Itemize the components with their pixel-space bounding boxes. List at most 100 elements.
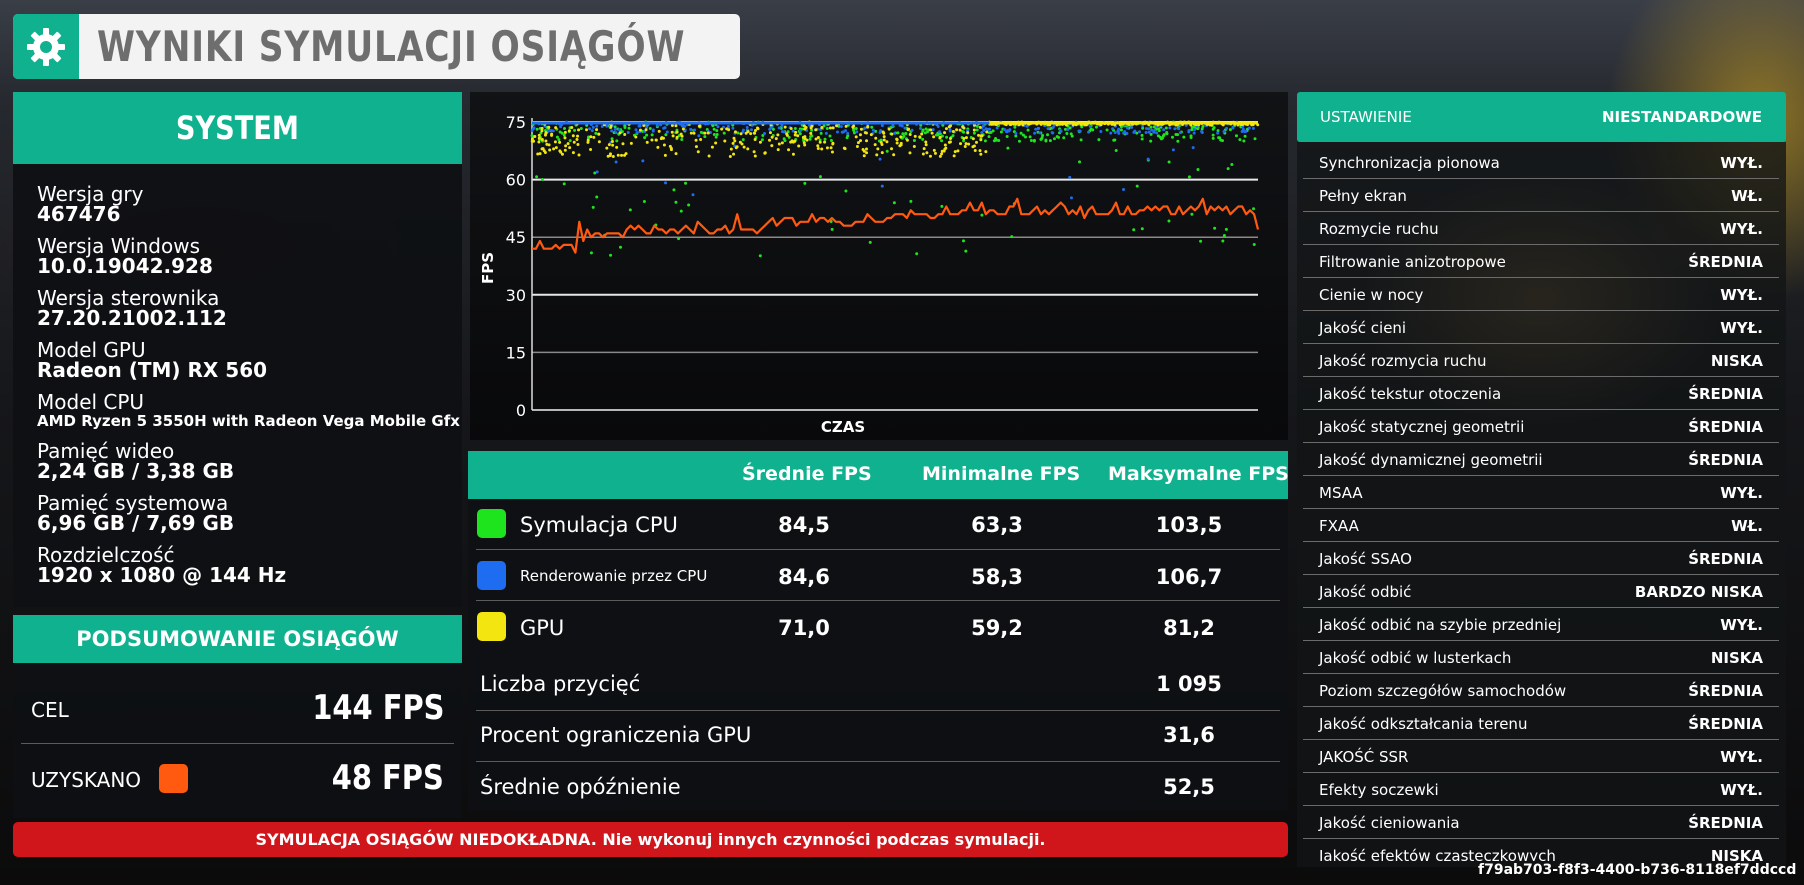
achieved-label: UZYSKANO	[31, 768, 142, 792]
windows-version-label: Wersja Windows	[37, 234, 200, 258]
setting-label: FXAA	[1319, 517, 1359, 535]
scatter-point	[642, 123, 646, 127]
scatter-point	[854, 135, 858, 139]
game-version-label: Wersja gry	[37, 182, 144, 206]
scatter-point	[641, 159, 645, 163]
scatter-point	[752, 150, 756, 154]
setting-row: Jakość odbić BARDZO NISKA	[1303, 575, 1779, 608]
scatter-point	[1114, 148, 1118, 152]
scatter-point	[664, 181, 668, 185]
cpu-model-label: Model CPU	[37, 390, 145, 414]
scatter-point	[617, 128, 621, 132]
scatter-point	[1135, 131, 1139, 135]
scatter-point	[621, 142, 625, 146]
scatter-point	[1078, 160, 1082, 164]
scatter-point	[594, 131, 598, 135]
scatter-point	[741, 138, 745, 142]
scatter-point	[1109, 131, 1113, 135]
scatter-point	[1213, 226, 1217, 230]
setting-value: WŁ.	[1731, 517, 1763, 535]
scatter-point	[1190, 212, 1194, 216]
scatter-point	[1253, 137, 1257, 141]
scatter-point	[697, 134, 701, 138]
scatter-point	[963, 145, 967, 149]
windows-version-value: 10.0.19042.928	[37, 254, 213, 278]
scatter-point	[670, 123, 674, 127]
scatter-point	[591, 205, 595, 209]
scatter-point	[962, 126, 966, 130]
scatter-point	[887, 127, 891, 131]
scatter-point	[553, 140, 557, 144]
cpu-render-min: 58,3	[971, 565, 1023, 589]
scatter-point	[1241, 129, 1245, 133]
summary-divider	[21, 743, 454, 744]
scatter-point	[988, 127, 992, 131]
gpu-label: GPU	[520, 616, 565, 640]
scatter-point	[971, 137, 975, 141]
scatter-point	[1026, 128, 1030, 132]
scatter-point	[1005, 130, 1009, 134]
cpu-simulation-label: Symulacja CPU	[520, 513, 678, 537]
setting-value: NISKA	[1710, 352, 1763, 370]
setting-value: WYŁ.	[1720, 616, 1763, 634]
scatter-point	[895, 141, 899, 145]
scatter-point	[974, 140, 978, 144]
y-tick-label: 75	[506, 113, 526, 132]
scatter-point	[1251, 126, 1255, 130]
target-label: CEL	[31, 698, 69, 722]
scatter-point	[852, 124, 856, 128]
scatter-point	[1066, 127, 1070, 131]
setting-row: Jakość tekstur otoczenia ŚREDNIA	[1303, 377, 1779, 410]
scatter-point	[595, 128, 599, 132]
scatter-point	[712, 132, 716, 136]
scatter-point	[1190, 125, 1194, 129]
cpu-render-swatch	[477, 561, 506, 590]
scatter-point	[586, 138, 590, 142]
gpu-avg: 71,0	[778, 616, 830, 640]
scatter-point	[777, 142, 781, 146]
scatter-point	[790, 139, 794, 143]
scatter-point	[1013, 125, 1017, 129]
scatter-point	[842, 146, 846, 150]
scatter-point	[933, 151, 937, 155]
scatter-point	[803, 181, 807, 185]
scatter-point	[936, 125, 940, 129]
scatter-point	[662, 143, 666, 147]
scatter-point	[654, 138, 658, 142]
scatter-point	[1021, 133, 1025, 137]
scatter-point	[1111, 127, 1115, 131]
scatter-point	[579, 126, 583, 130]
gpu-max: 81,2	[1163, 616, 1215, 640]
scatter-point	[1006, 146, 1010, 150]
scatter-point	[931, 128, 935, 132]
scatter-point	[600, 124, 604, 128]
scatter-point	[595, 195, 599, 199]
scatter-point	[660, 136, 664, 140]
scatter-point	[755, 126, 759, 130]
scatter-point	[714, 141, 718, 145]
scatter-point	[650, 133, 654, 137]
scatter-point	[645, 125, 649, 129]
setting-value: ŚREDNIA	[1688, 418, 1763, 436]
scatter-point	[875, 153, 879, 157]
scatter-point	[677, 237, 681, 241]
scatter-point	[715, 129, 719, 133]
scatter-point	[1192, 131, 1196, 135]
setting-value: ŚREDNIA	[1688, 715, 1763, 733]
scatter-point	[915, 252, 919, 256]
scatter-point	[1038, 131, 1042, 135]
scatter-point	[859, 139, 863, 143]
scatter-point	[1150, 128, 1154, 132]
scatter-point	[699, 137, 703, 141]
scatter-point	[923, 131, 927, 135]
scatter-point	[918, 135, 922, 139]
scatter-point	[542, 149, 546, 153]
scatter-point	[552, 147, 556, 151]
scatter-point	[568, 146, 572, 150]
scatter-point	[1225, 126, 1229, 130]
scatter-point	[953, 150, 957, 154]
setting-row: Jakość efektów cząsteczkowych NISKA	[1303, 839, 1779, 861]
scatter-point	[562, 126, 566, 130]
scatter-point	[1196, 168, 1200, 172]
scatter-point	[789, 127, 793, 131]
